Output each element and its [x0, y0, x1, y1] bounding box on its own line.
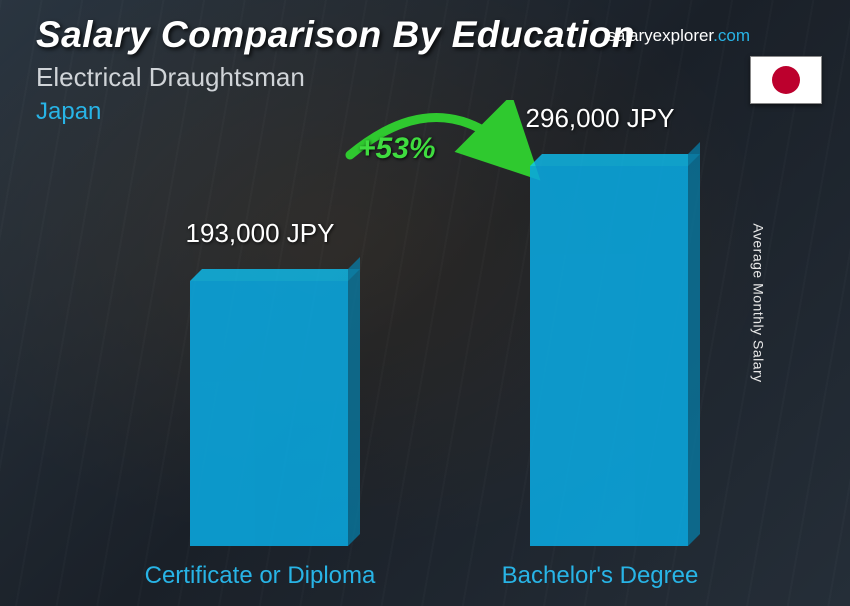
bar-body [190, 281, 348, 546]
page-title: Salary Comparison By Education [36, 14, 635, 56]
brand-text-2: .com [713, 26, 750, 45]
bar [520, 166, 678, 546]
country-label: Japan [36, 98, 101, 126]
job-subtitle: Electrical Draughtsman [36, 62, 305, 93]
bar [180, 281, 338, 546]
country-flag-icon [750, 56, 822, 104]
brand-logo: salaryexplorer.com [607, 26, 750, 46]
bar-category-label: Bachelor's Degree [460, 562, 740, 590]
bar-value-label: 296,000 JPY [470, 103, 730, 134]
bar-value-label: 193,000 JPY [130, 218, 390, 249]
flag-disc [772, 66, 800, 94]
bar-body [530, 166, 688, 546]
bar-category-label: Certificate or Diploma [120, 562, 400, 590]
brand-text-1: salaryexplorer [607, 26, 713, 45]
bar-chart: +53% 193,000 JPY Certificate or Diploma … [0, 140, 850, 606]
percent-increase-badge: +53% [358, 132, 436, 166]
